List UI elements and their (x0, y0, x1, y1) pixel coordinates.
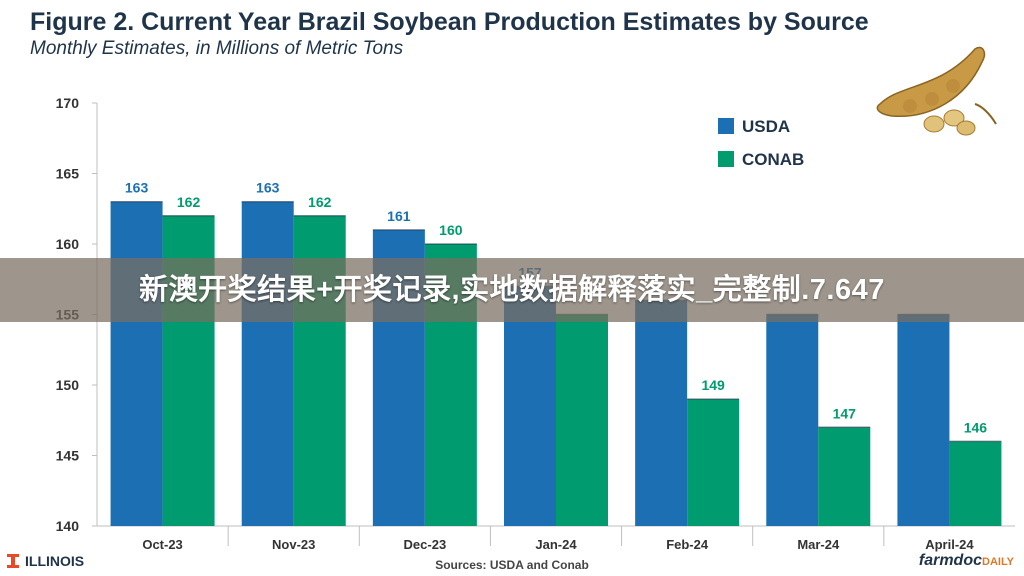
x-tick-label: Nov-23 (272, 537, 315, 552)
x-tick-label: Dec-23 (404, 537, 447, 552)
bar-conab (556, 314, 608, 526)
data-label: 163 (125, 180, 149, 196)
farmdoc-logo-sub: DAILY (982, 556, 1014, 568)
x-tick-label: Feb-24 (666, 537, 709, 552)
y-tick-label: 140 (56, 518, 80, 534)
y-tick-label: 170 (56, 95, 80, 111)
illinois-block-i-icon (7, 554, 19, 568)
data-label: 160 (439, 222, 463, 238)
legend-swatch (718, 151, 734, 167)
legend-swatch (718, 118, 734, 134)
x-tick-label: Oct-23 (142, 537, 182, 552)
bar-usda (241, 201, 294, 526)
data-label: 163 (256, 180, 280, 196)
data-label: 162 (308, 194, 332, 210)
data-label: 162 (177, 194, 201, 210)
x-tick-label: Jan-24 (535, 537, 577, 552)
soybean-pod-icon (876, 46, 997, 136)
bar-conab (949, 441, 1002, 526)
bar-usda (897, 314, 950, 526)
data-label: 147 (833, 405, 857, 421)
y-tick-label: 145 (56, 448, 80, 464)
chart-subtitle: Monthly Estimates, in Millions of Metric… (30, 38, 404, 59)
data-label: 161 (387, 208, 411, 224)
x-tick-label: Mar-24 (797, 537, 840, 552)
watermark-text: 新澳开奖结果+开奖记录,实地数据解释落实_完整制.7.647 (139, 274, 885, 306)
y-tick-label: 165 (56, 166, 80, 182)
data-label: 149 (701, 377, 725, 393)
legend-label: USDA (742, 117, 790, 136)
source-note: Sources: USDA and Conab (435, 558, 589, 572)
chart-title: Figure 2. Current Year Brazil Soybean Pr… (30, 8, 869, 36)
data-label: 146 (964, 419, 988, 435)
bar-conab (818, 427, 871, 526)
bar-conab (687, 399, 740, 526)
bar-usda (635, 300, 688, 526)
watermark-band (0, 258, 1024, 322)
illinois-logo: ILLINOIS (6, 553, 84, 569)
y-tick-label: 150 (56, 377, 80, 393)
illinois-logo-text: ILLINOIS (25, 553, 85, 569)
bar-usda (110, 201, 163, 526)
x-tick-label: April-24 (925, 537, 974, 552)
bar-usda (504, 286, 556, 526)
y-tick-label: 160 (56, 236, 80, 252)
bar-usda (766, 314, 819, 526)
farmdoc-logo: farmdocDAILY (919, 552, 1014, 570)
farmdoc-logo-main: farmdoc (918, 552, 982, 569)
legend-label: CONAB (742, 150, 804, 169)
